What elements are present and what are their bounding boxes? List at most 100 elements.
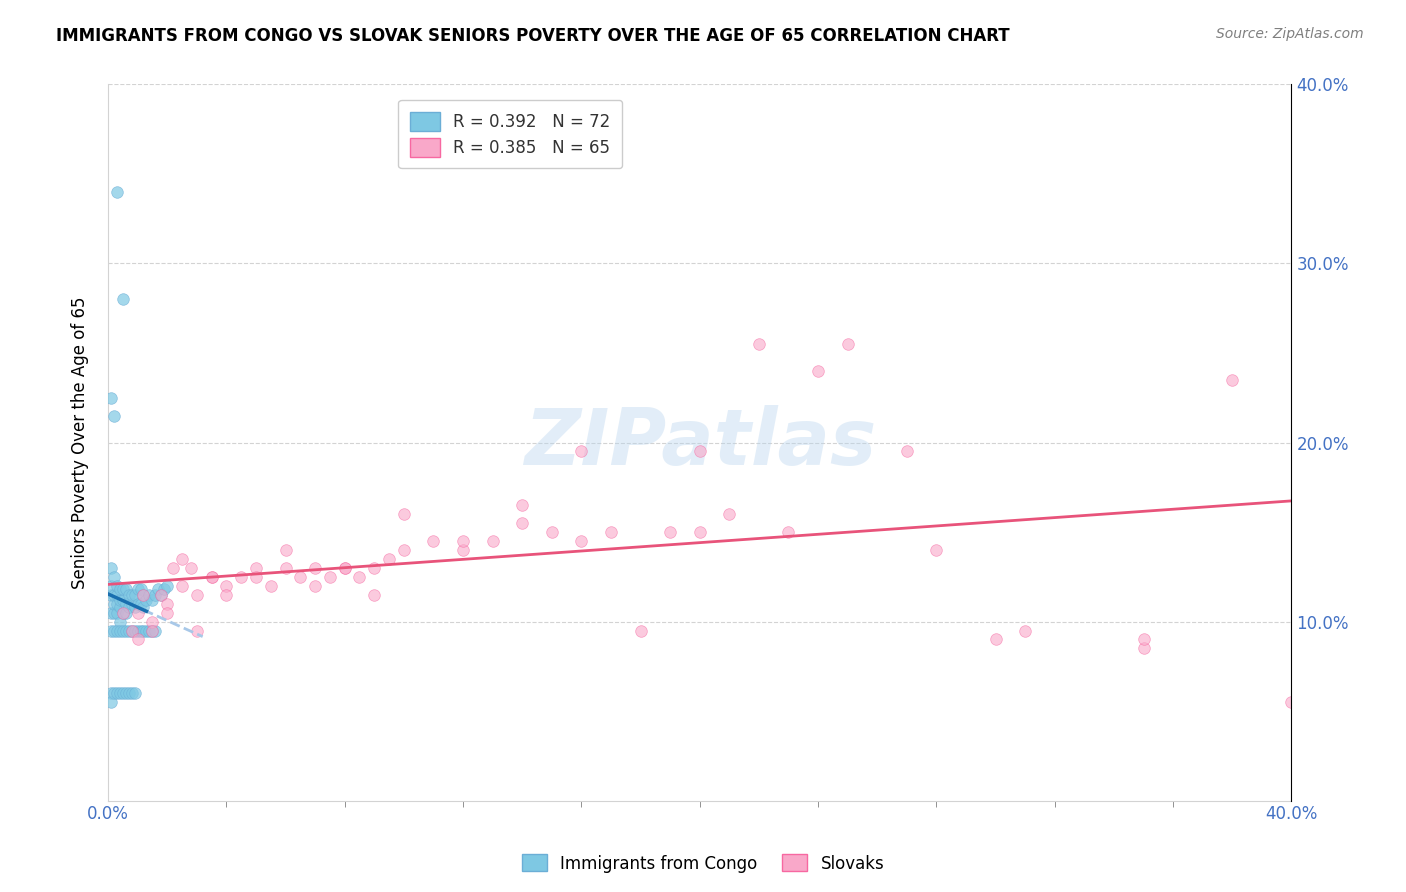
- Y-axis label: Seniors Poverty Over the Age of 65: Seniors Poverty Over the Age of 65: [72, 296, 89, 589]
- Point: [150, 588, 173, 602]
- Point: [138, 588, 160, 602]
- Point: [600, 524, 623, 539]
- Point: [132, 624, 155, 638]
- Point: [108, 600, 131, 615]
- Point: [114, 597, 136, 611]
- Point: [108, 686, 131, 700]
- Point: [392, 507, 415, 521]
- Point: [100, 391, 122, 405]
- Point: [132, 588, 155, 602]
- Point: [170, 552, 193, 566]
- Point: [121, 624, 143, 638]
- Point: [143, 588, 166, 602]
- Point: [100, 624, 122, 638]
- Point: [215, 579, 238, 593]
- Point: [103, 686, 125, 700]
- Point: [103, 570, 125, 584]
- Point: [100, 561, 122, 575]
- Point: [569, 534, 592, 549]
- Point: [143, 624, 166, 638]
- Point: [378, 552, 401, 566]
- Point: [153, 582, 176, 597]
- Point: [363, 588, 385, 602]
- Point: [100, 579, 122, 593]
- Point: [100, 606, 122, 620]
- Point: [105, 606, 128, 620]
- Point: [748, 337, 770, 351]
- Point: [630, 624, 652, 638]
- Point: [141, 615, 163, 629]
- Point: [1220, 373, 1243, 387]
- Point: [108, 615, 131, 629]
- Point: [103, 409, 125, 423]
- Point: [170, 579, 193, 593]
- Point: [111, 293, 134, 307]
- Point: [156, 597, 179, 611]
- Point: [129, 582, 152, 597]
- Point: [100, 695, 122, 709]
- Point: [162, 561, 184, 575]
- Point: [304, 561, 326, 575]
- Point: [245, 561, 267, 575]
- Text: Source: ZipAtlas.com: Source: ZipAtlas.com: [1216, 27, 1364, 41]
- Point: [114, 624, 136, 638]
- Point: [510, 516, 533, 530]
- Point: [1132, 641, 1154, 656]
- Point: [245, 570, 267, 584]
- Point: [510, 498, 533, 512]
- Point: [129, 597, 152, 611]
- Point: [105, 185, 128, 199]
- Point: [186, 624, 208, 638]
- Point: [124, 686, 146, 700]
- Point: [984, 632, 1007, 647]
- Point: [108, 624, 131, 638]
- Point: [215, 588, 238, 602]
- Point: [124, 600, 146, 615]
- Point: [100, 588, 122, 602]
- Point: [121, 686, 143, 700]
- Point: [540, 524, 562, 539]
- Point: [422, 534, 444, 549]
- Point: [127, 606, 149, 620]
- Point: [105, 597, 128, 611]
- Point: [689, 444, 711, 458]
- Point: [141, 624, 163, 638]
- Point: [105, 686, 128, 700]
- Point: [451, 543, 474, 558]
- Point: [132, 588, 155, 602]
- Point: [231, 570, 253, 584]
- Point: [127, 624, 149, 638]
- Point: [186, 588, 208, 602]
- Point: [392, 543, 415, 558]
- Point: [103, 624, 125, 638]
- Point: [180, 561, 202, 575]
- Point: [304, 579, 326, 593]
- Point: [114, 582, 136, 597]
- Point: [1132, 632, 1154, 647]
- Point: [100, 686, 122, 700]
- Point: [127, 582, 149, 597]
- Point: [127, 632, 149, 647]
- Point: [333, 561, 356, 575]
- Point: [114, 686, 136, 700]
- Point: [121, 597, 143, 611]
- Point: [349, 570, 371, 584]
- Point: [141, 624, 163, 638]
- Point: [103, 606, 125, 620]
- Point: [111, 606, 134, 620]
- Point: [105, 588, 128, 602]
- Point: [103, 588, 125, 602]
- Point: [121, 588, 143, 602]
- Point: [114, 606, 136, 620]
- Point: [260, 579, 283, 593]
- Point: [1281, 695, 1303, 709]
- Legend: Immigrants from Congo, Slovaks: Immigrants from Congo, Slovaks: [515, 847, 891, 880]
- Point: [319, 570, 342, 584]
- Point: [138, 624, 160, 638]
- Point: [778, 524, 800, 539]
- Point: [135, 624, 157, 638]
- Point: [156, 606, 179, 620]
- Point: [108, 593, 131, 607]
- Point: [118, 588, 141, 602]
- Point: [118, 686, 141, 700]
